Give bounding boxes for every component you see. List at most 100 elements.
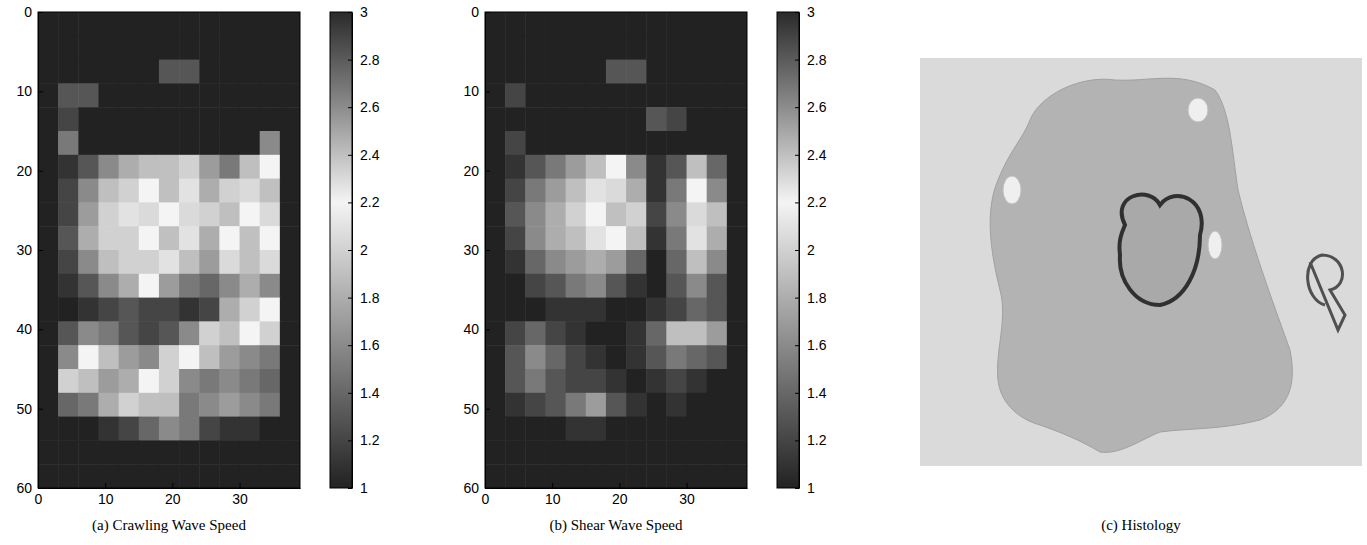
cell [78,131,99,155]
cell [179,179,200,203]
cell [199,83,220,107]
cell [505,226,526,250]
cell [219,226,240,250]
cell [545,179,566,203]
cell [545,131,566,155]
cell [687,321,708,345]
cell [280,60,300,84]
cell [485,321,506,345]
cell [179,36,200,60]
cell [260,393,281,417]
cell [485,464,506,488]
tick: 2.8 [348,52,380,68]
cells [38,12,300,488]
tick-mark [348,202,352,203]
tick-label: 0 [24,4,32,20]
cell [525,298,546,322]
tick-label: 1.8 [360,290,380,306]
cell [139,226,160,250]
cell [606,12,627,36]
cell [98,298,119,322]
cell [119,131,140,155]
tick: 3 [348,4,368,20]
tick-label: 10 [545,491,561,507]
cell [485,250,506,274]
tick-mark [485,488,490,489]
cell [199,131,220,155]
cell [586,83,607,107]
panel: 0102030010203040506011.21.41.61.822.22.4… [463,4,826,534]
cell [586,131,607,155]
cell [545,60,566,84]
cell [260,464,281,488]
colorbar-axis: 11.21.41.61.822.22.42.62.83 [348,4,380,496]
cell [687,464,708,488]
cell [545,417,566,441]
cell [38,202,59,226]
tick-mark [795,440,799,441]
tick-mark [348,440,352,441]
tick: 0 [24,4,43,20]
cell [199,250,220,274]
cell [525,12,546,36]
cell [139,155,160,179]
cell [727,107,747,131]
tick-mark [687,483,688,488]
cell [78,202,99,226]
cell [58,131,79,155]
cell [606,321,627,345]
cell [687,393,708,417]
cell [727,464,747,488]
cell [485,298,506,322]
cell [566,83,587,107]
cell [485,107,506,131]
cell [525,179,546,203]
cell [485,369,506,393]
cell [119,440,140,464]
cell [139,393,160,417]
cell [159,345,180,369]
cell [240,417,261,441]
tick-mark [38,91,43,92]
tick-mark [240,483,241,488]
cell [606,464,627,488]
cell [545,202,566,226]
tick-mark [348,250,352,251]
cell [525,36,546,60]
cell [240,440,261,464]
cell [586,250,607,274]
tick: 1.6 [795,337,827,353]
cell [646,274,667,298]
cell [240,131,261,155]
x-axis: 0102030 [482,483,748,507]
cell [260,321,281,345]
cell [707,369,728,393]
cell [626,274,647,298]
cell [240,274,261,298]
plot-frame [485,12,747,488]
cell [707,131,728,155]
cell [485,345,506,369]
tick-label: 1.6 [807,337,827,353]
cell [545,12,566,36]
cell [58,202,79,226]
tick: 1.6 [348,337,380,353]
cell [98,226,119,250]
marker-fragment [1308,255,1345,330]
tick: 20 [165,483,181,507]
cell [139,298,160,322]
tick-label: 0 [35,491,43,507]
tick: 10 [98,483,114,507]
cell [179,464,200,488]
tick-label: 1.4 [807,385,827,401]
cell [525,274,546,298]
cell [199,298,220,322]
tick-mark [348,298,352,299]
tick: 2 [348,242,368,258]
tick-label: 2.8 [807,52,827,68]
tick-mark [795,298,799,299]
cell [58,345,79,369]
cell [159,179,180,203]
cell [485,440,506,464]
cell [505,155,526,179]
